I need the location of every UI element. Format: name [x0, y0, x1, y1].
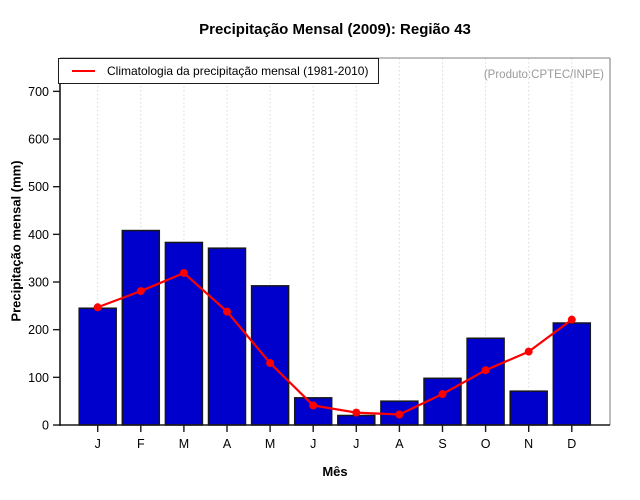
climatology-point-11 [524, 347, 533, 356]
x-tick-label-9: S [438, 437, 446, 451]
climatology-point-5 [266, 359, 275, 368]
legend-line-swatch-icon [72, 70, 95, 72]
x-tick-label-11: N [524, 437, 533, 451]
bar-M5 [250, 285, 290, 426]
x-tick-label-3: M [179, 437, 189, 451]
legend-label: Climatologia da precipitação mensal (198… [107, 64, 369, 78]
bar-F2 [121, 229, 161, 426]
climatology-point-3 [179, 268, 188, 277]
x-tick-label-1: J [95, 437, 101, 451]
climatology-point-6 [309, 401, 318, 410]
y-tick-label-200: 200 [28, 323, 49, 337]
chart-title: Precipitação Mensal (2009): Região 43 [199, 21, 471, 38]
y-tick-label-600: 600 [28, 133, 49, 147]
climatology-point-4 [223, 307, 231, 316]
x-tick-label-6: J [310, 437, 316, 451]
climatology-point-7 [352, 408, 361, 417]
bar-J7 [337, 414, 376, 426]
y-tick-label-400: 400 [28, 228, 49, 242]
climatology-point-10 [481, 366, 490, 375]
y-tick-label-100: 100 [28, 371, 49, 385]
legend: Climatologia da precipitação mensal (198… [58, 58, 379, 84]
bar-D12 [552, 322, 592, 426]
y-tick-label-300: 300 [28, 276, 49, 290]
x-axis-title: Mês [322, 464, 348, 479]
climatology-point-9 [438, 390, 447, 399]
x-tick-label-7: J [353, 437, 359, 451]
climatology-point-8 [395, 410, 404, 419]
bar-A4 [207, 247, 247, 426]
climatology-point-2 [136, 287, 145, 296]
bar-O10 [466, 337, 505, 426]
bar-N11 [509, 390, 548, 426]
y-tick-label-500: 500 [28, 180, 49, 194]
x-tick-label-4: A [223, 437, 232, 451]
product-watermark: (Produto:CPTEC/INPE) [483, 69, 604, 81]
climatology-point-1 [93, 303, 102, 312]
x-tick-label-12: D [567, 437, 576, 451]
x-tick-label-10: O [481, 437, 491, 451]
x-tick-label-2: F [137, 437, 145, 451]
climatology-point-12 [567, 315, 576, 324]
bar-J1 [78, 307, 117, 426]
y-tick-label-0: 0 [42, 419, 49, 433]
x-tick-label-8: A [395, 437, 404, 451]
y-tick-label-700: 700 [28, 85, 49, 99]
bar-S9 [423, 377, 462, 426]
climatology-line [97, 271, 573, 416]
x-tick-label-5: M [265, 437, 275, 451]
